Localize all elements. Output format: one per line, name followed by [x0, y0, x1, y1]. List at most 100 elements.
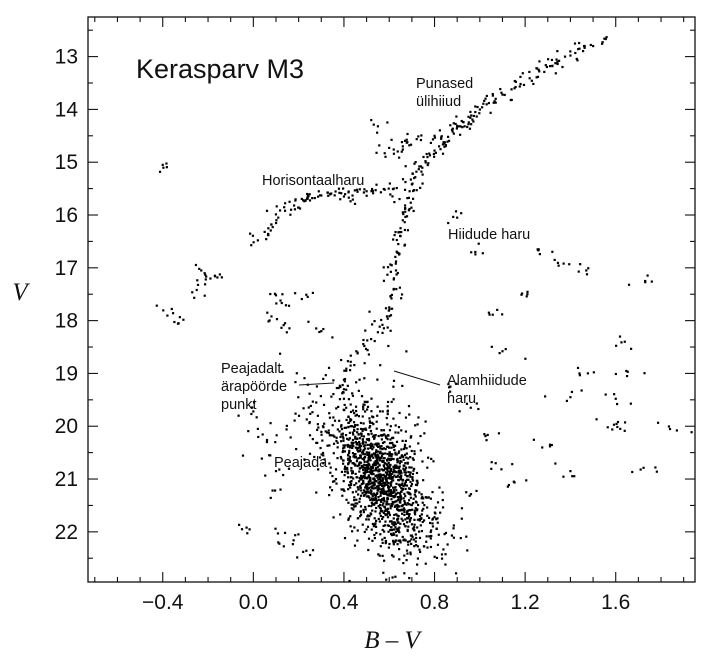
data-point [556, 261, 560, 264]
data-point-cloud [373, 479, 376, 482]
data-point [274, 470, 278, 473]
data-point-cloud [405, 456, 408, 459]
data-point-cloud [377, 485, 380, 489]
data-point [556, 62, 559, 66]
data-point-cloud [375, 420, 378, 423]
data-point-cloud [407, 543, 410, 546]
data-point-cloud [380, 482, 383, 486]
data-point [582, 44, 586, 48]
data-point [345, 369, 348, 372]
data-point-cloud [434, 506, 437, 509]
data-point-cloud [385, 473, 389, 476]
data-point-cloud [402, 458, 405, 461]
data-point-cloud [353, 505, 356, 508]
data-point-cloud [395, 440, 399, 443]
data-point-cloud [409, 471, 412, 474]
data-point-cloud [372, 487, 375, 490]
data-point [334, 468, 338, 471]
data-point-cloud [368, 456, 372, 460]
data-point [378, 325, 381, 328]
data-point [364, 347, 368, 350]
data-point-cloud [362, 453, 365, 456]
data-point [307, 320, 310, 323]
data-point [487, 311, 490, 314]
data-point-cloud [394, 453, 397, 456]
data-point-cloud [397, 527, 400, 530]
data-point-cloud [387, 461, 390, 465]
data-point [311, 549, 315, 552]
data-point [421, 182, 424, 185]
data-point-cloud [346, 445, 350, 448]
data-point [305, 293, 308, 296]
data-point-cloud [348, 437, 352, 440]
data-point-cloud [443, 532, 446, 536]
data-point [394, 262, 397, 265]
data-point-cloud [352, 445, 355, 448]
data-point [398, 156, 401, 159]
data-point-cloud [382, 473, 385, 476]
data-point-cloud [420, 493, 423, 496]
data-point-cloud [361, 477, 364, 480]
data-point-cloud [365, 428, 368, 431]
data-point [414, 176, 417, 179]
data-point [396, 543, 399, 546]
data-point [349, 360, 352, 363]
data-point [306, 195, 309, 199]
data-point-cloud [347, 454, 350, 457]
data-point-cloud [379, 447, 382, 450]
data-point-cloud [377, 455, 380, 458]
data-point-cloud [434, 512, 437, 515]
data-point [342, 388, 346, 391]
data-point-cloud [302, 407, 305, 410]
data-point-cloud [427, 456, 430, 459]
data-point [370, 118, 373, 122]
data-point [283, 322, 287, 325]
data-point [616, 425, 619, 429]
data-point [415, 170, 418, 173]
data-point [378, 144, 381, 147]
data-point-cloud [375, 531, 378, 535]
data-point [220, 276, 223, 279]
data-point-cloud [349, 476, 352, 479]
data-point [278, 468, 281, 471]
data-point [668, 427, 672, 431]
y-tick-label: 19 [55, 362, 78, 385]
data-point [380, 318, 383, 322]
data-point-cloud [395, 528, 398, 531]
data-point-cloud [371, 421, 374, 424]
data-point-cloud [349, 515, 352, 518]
data-point [340, 427, 344, 431]
data-point-cloud [379, 494, 382, 497]
data-point-cloud [370, 410, 373, 413]
data-point [265, 238, 268, 241]
data-point [311, 197, 314, 200]
data-point-cloud [388, 472, 392, 475]
data-point-cloud [363, 403, 366, 406]
data-point [391, 188, 395, 191]
data-point [342, 195, 346, 198]
data-point [409, 201, 412, 204]
data-point [277, 216, 280, 219]
data-point [519, 75, 522, 78]
data-point [381, 323, 384, 326]
data-point-cloud [339, 455, 342, 459]
data-point-cloud [408, 466, 411, 469]
data-point-cloud [375, 492, 379, 495]
data-point-cloud [322, 426, 325, 429]
data-point [283, 206, 286, 209]
data-point-cloud [372, 472, 375, 476]
x-tick-label: 0.0 [239, 591, 268, 614]
data-point [250, 244, 253, 247]
data-point-cloud [373, 517, 376, 520]
data-point [506, 485, 509, 488]
data-point [494, 97, 497, 100]
data-point [629, 402, 632, 405]
data-point-cloud [388, 488, 391, 491]
data-point [447, 139, 451, 142]
data-point [547, 58, 550, 61]
data-point-cloud [388, 485, 391, 488]
data-point-cloud [413, 467, 416, 470]
data-point [490, 467, 493, 470]
data-point-cloud [400, 517, 403, 520]
data-point-cloud [365, 528, 368, 531]
